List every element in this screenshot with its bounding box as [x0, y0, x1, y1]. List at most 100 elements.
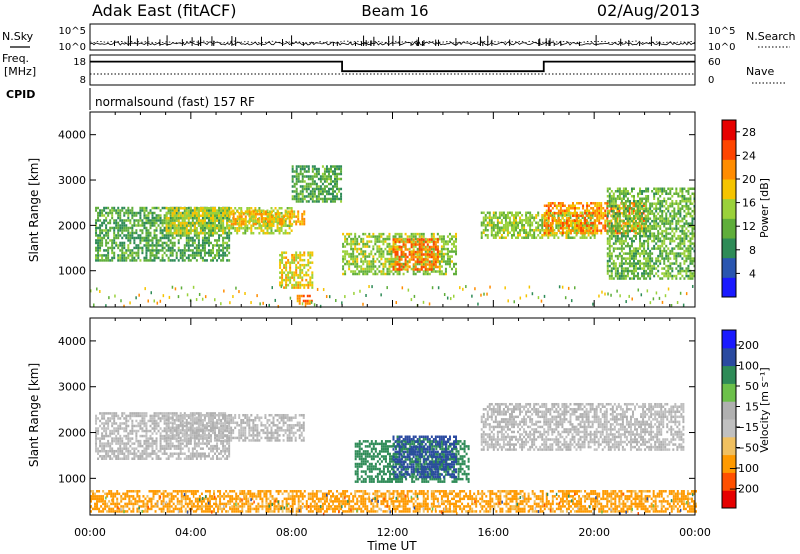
- heatmap-cell: [486, 216, 489, 220]
- heatmap-cell: [171, 234, 174, 237]
- heatmap-cell: [248, 210, 251, 213]
- heatmap-cell: [281, 273, 284, 277]
- heatmap-cell: [612, 214, 615, 218]
- heatmap-cell: [614, 262, 617, 265]
- heatmap-cell: [671, 219, 674, 223]
- heatmap-cell: [630, 217, 633, 220]
- heatmap-cell: [161, 249, 164, 252]
- heatmap-cell: [295, 256, 298, 259]
- heatmap-cell: [679, 247, 682, 250]
- heatmap-cell: [281, 261, 284, 264]
- heatmap-cell: [354, 260, 357, 263]
- heatmap-cell: [559, 231, 562, 235]
- heatmap-cell: [624, 231, 627, 235]
- heatmap-cell: [398, 232, 401, 236]
- heatmap-cell: [434, 260, 437, 264]
- heatmap-cell: [376, 247, 379, 251]
- heatmap-cell: [362, 262, 365, 266]
- heatmap-cell: [669, 252, 672, 255]
- heatmap-cell: [309, 266, 312, 269]
- heatmap-cell: [291, 256, 294, 259]
- heatmap-cell: [661, 300, 664, 304]
- heatmap-cell: [637, 232, 640, 235]
- heatmap-cell: [620, 232, 623, 235]
- heatmap-cell: [220, 244, 223, 247]
- heatmap-cell: [121, 244, 124, 247]
- heatmap-cell: [453, 294, 455, 298]
- heatmap-cell: [201, 207, 204, 210]
- heatmap-cell: [420, 245, 423, 249]
- heatmap-cell: [364, 270, 367, 273]
- heatmap-cell: [549, 209, 552, 212]
- heatmap-cell: [512, 214, 515, 217]
- heatmap-cell: [598, 216, 601, 220]
- heatmap-cell: [455, 270, 458, 273]
- heatmap-cell: [614, 254, 617, 258]
- heatmap-cell: [645, 239, 648, 243]
- heatmap-cell: [119, 211, 122, 215]
- heatmap-cell: [482, 216, 485, 220]
- heatmap-cell: [541, 224, 544, 227]
- heatmap-cell: [370, 235, 373, 238]
- heatmap-cell: [496, 224, 499, 227]
- heatmap-cell: [293, 286, 296, 289]
- heatmap-cell: [587, 231, 590, 234]
- heatmap-cell: [254, 222, 257, 226]
- heatmap-cell: [635, 252, 638, 255]
- heatmap-cell: [398, 272, 401, 276]
- heatmap-cell: [293, 283, 296, 287]
- heatmap-cell: [396, 232, 399, 236]
- station-title: Adak East (fitACF): [92, 1, 236, 20]
- heatmap-cell: [384, 262, 387, 266]
- heatmap-cell: [602, 214, 605, 217]
- heatmap-cell: [569, 229, 572, 232]
- heatmap-cell: [193, 214, 196, 217]
- heatmap-cell: [359, 289, 361, 293]
- heatmap-cell: [428, 302, 431, 306]
- heatmap-cell: [653, 222, 656, 225]
- heatmap-cell: [455, 247, 458, 251]
- heatmap-cell: [311, 281, 314, 284]
- heatmap-cell: [673, 217, 676, 220]
- heatmap-cell: [244, 211, 247, 215]
- heatmap-cell: [665, 269, 668, 273]
- heatmap-cell: [549, 204, 552, 208]
- heatmap-cell: [95, 219, 98, 222]
- heatmap-cell: [681, 190, 684, 193]
- heatmap-cell: [565, 219, 568, 222]
- heatmap-cell: [382, 255, 385, 258]
- heatmap-cell: [498, 221, 501, 225]
- heatmap-cell: [626, 257, 629, 260]
- heatmap-cell: [218, 239, 221, 242]
- heatmap-cell: [639, 209, 642, 213]
- heatmap-cell: [317, 172, 320, 176]
- heatmap-cell: [123, 211, 126, 215]
- heatmap-cell: [539, 231, 542, 234]
- heatmap-cell: [171, 241, 174, 245]
- heatmap-cell: [683, 217, 686, 220]
- heatmap-cell: [388, 232, 391, 236]
- heatmap-cell: [216, 214, 219, 217]
- heatmap-cell: [222, 224, 225, 227]
- y-tick-label: 4000: [58, 129, 86, 142]
- heatmap-cell: [378, 232, 381, 236]
- heatmap-cell: [443, 293, 446, 297]
- heatmap-cell: [482, 229, 485, 232]
- heatmap-cell: [659, 254, 662, 258]
- heatmap-cell: [604, 229, 607, 232]
- heatmap-cell: [677, 209, 680, 213]
- heatmap-cell: [121, 224, 124, 227]
- heatmap-cell: [350, 255, 353, 258]
- heatmap-cell: [634, 216, 637, 220]
- heatmap-cell: [673, 207, 676, 210]
- heatmap-cell: [667, 257, 670, 260]
- heatmap-cell: [523, 224, 526, 227]
- heatmap-cell: [252, 231, 255, 235]
- heatmap-cell: [101, 209, 104, 212]
- heatmap-cell: [189, 249, 192, 252]
- heatmap-cell: [576, 216, 579, 220]
- heatmap-cell: [329, 187, 332, 191]
- heatmap-cell: [592, 229, 595, 232]
- heatmap-cell: [193, 224, 196, 227]
- heatmap-cell: [637, 192, 640, 195]
